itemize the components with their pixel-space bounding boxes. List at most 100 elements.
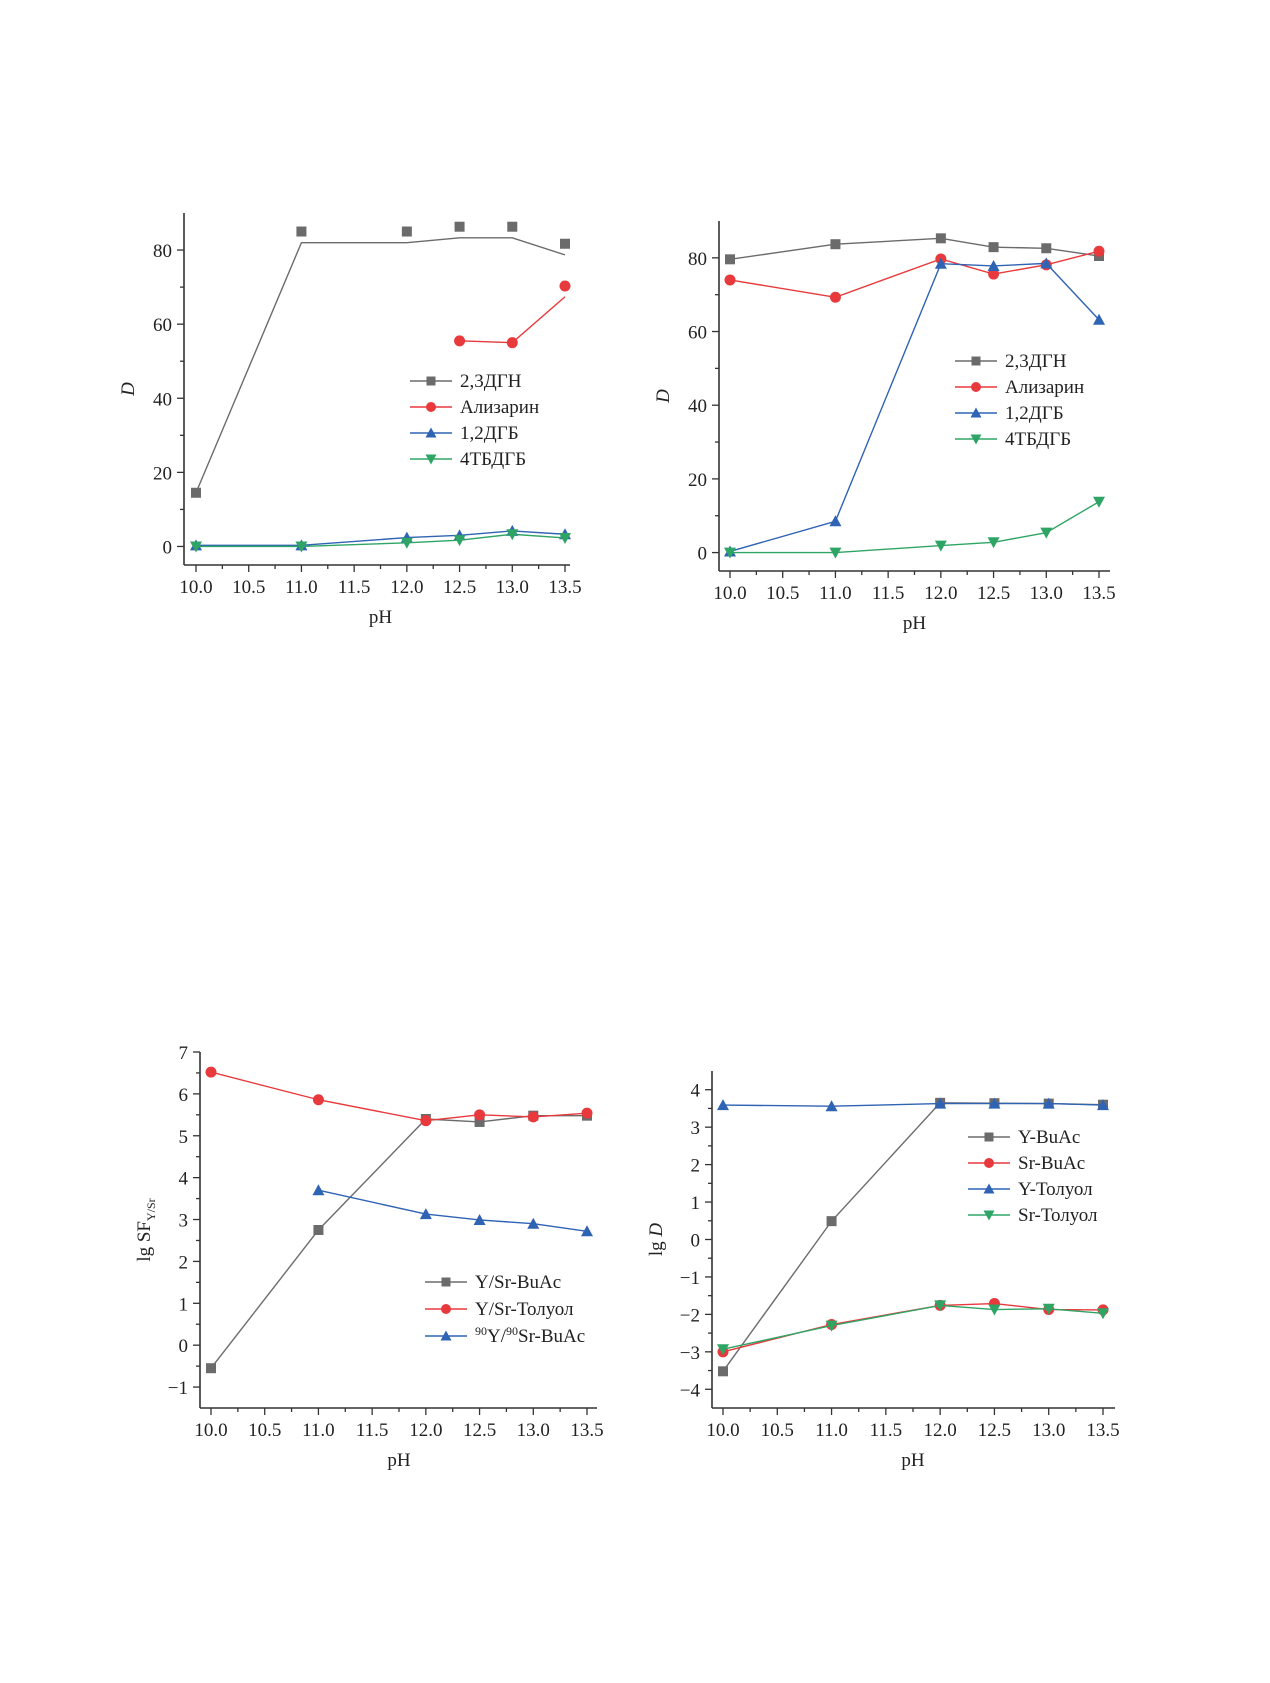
data-point [725, 254, 735, 265]
data-point [1093, 245, 1105, 257]
x-tick-label: 10.5 [766, 583, 799, 604]
data-point [829, 515, 842, 527]
x-tick-label: 11.0 [302, 1420, 335, 1441]
y-tick-label: −1 [168, 1378, 188, 1399]
x-tick-label: 13.0 [496, 577, 529, 598]
x-tick-label: 13.5 [570, 1420, 603, 1441]
data-point [506, 337, 518, 349]
data-point [988, 1304, 1001, 1316]
series-line [729, 250, 1100, 298]
data-point [206, 1363, 216, 1374]
x-tick-label: 13.5 [1086, 1420, 1119, 1441]
data-point [935, 233, 946, 244]
data-point [559, 280, 571, 292]
legend-entry: Y/Sr-BuAc [425, 1272, 561, 1293]
data-point [1041, 243, 1052, 254]
y-tick-label: 20 [153, 463, 172, 484]
series-2 [717, 1097, 1109, 1112]
legend-label: Ализарин [1005, 377, 1084, 398]
data-point [825, 1320, 838, 1332]
x-tick-label: 13.5 [1082, 583, 1115, 604]
legend-label: Y-Толуол [1018, 1179, 1093, 1200]
x-axis-title: pH [369, 607, 393, 628]
data-point [1093, 496, 1105, 508]
data-point [825, 1100, 838, 1112]
y-tick-label: 80 [153, 241, 172, 262]
data-point [717, 1344, 729, 1356]
y-axis-title: D [118, 382, 139, 397]
x-tick-label: 12.5 [443, 577, 476, 598]
legend-entry: Ализарин [955, 377, 1084, 398]
series-line [730, 501, 1100, 554]
x-tick-label: 10.5 [232, 577, 265, 598]
x-tick-label: 11.0 [819, 583, 852, 604]
x-tick-label: 10.5 [761, 1420, 794, 1441]
x-tick-label: 12.0 [390, 577, 423, 598]
data-point [934, 257, 947, 269]
y-tick-label: 40 [688, 396, 707, 417]
legend-marker [971, 382, 981, 392]
legend-label: Ализарин [460, 397, 539, 418]
legend-marker [970, 407, 982, 418]
data-point [507, 221, 518, 232]
data-point [527, 1217, 540, 1229]
data-point [295, 541, 308, 553]
y-tick-label: −4 [680, 1380, 701, 1401]
data-point [1040, 527, 1053, 539]
legend-label: 1,2ДГБ [1005, 403, 1064, 424]
legend-marker [970, 434, 982, 445]
legend-entry: 1,2ДГБ [955, 403, 1064, 424]
series-2 [312, 1184, 593, 1237]
x-tick-label: 10.0 [179, 577, 212, 598]
x-tick-label: 12.0 [409, 1420, 442, 1441]
data-point [934, 1097, 947, 1109]
data-point [1042, 1303, 1055, 1315]
legend-label: 2,3ДГН [1005, 351, 1067, 372]
legend-marker [440, 1330, 452, 1341]
legend-label: 4ТБДГБ [460, 449, 526, 470]
data-point [400, 537, 413, 549]
legend-marker [426, 376, 436, 386]
legend-label: Y-BuAc [1018, 1127, 1080, 1148]
x-axis-title: pH [903, 613, 927, 634]
data-point [560, 238, 570, 249]
legend-entry: Y-BuAc [968, 1127, 1080, 1148]
data-point [420, 1115, 432, 1127]
y-tick-label: 2 [179, 1252, 189, 1273]
y-tick-label: 60 [153, 315, 172, 336]
data-point [830, 239, 841, 250]
x-axis-title: pH [901, 1450, 925, 1471]
data-point [205, 1066, 217, 1078]
y-tick-label: 80 [688, 249, 707, 270]
legend-label: Y/Sr-Толуол [475, 1299, 574, 1320]
data-point [829, 547, 842, 559]
data-point [829, 291, 841, 303]
legend-marker [971, 356, 981, 366]
data-point [718, 1366, 728, 1377]
y-tick-label: 0 [179, 1336, 189, 1357]
legend-entry: 2,3ДГН [955, 351, 1067, 372]
x-tick-label: 13.0 [517, 1420, 550, 1441]
y-tick-label: 0 [691, 1231, 701, 1252]
legend-entry: Y/Sr-Толуол [425, 1299, 574, 1320]
data-point [934, 540, 947, 552]
data-point [988, 1097, 1001, 1109]
data-point [724, 547, 736, 559]
series-line [195, 237, 566, 494]
data-point [506, 529, 519, 541]
series-line [196, 530, 566, 547]
x-axis-title: pH [387, 1450, 411, 1471]
y-tick-label: −1 [680, 1268, 700, 1289]
x-tick-label: 10.0 [706, 1420, 739, 1441]
legend-entry: 1,2ДГБ [410, 423, 519, 444]
data-point [581, 1225, 593, 1237]
legend-marker [441, 1277, 451, 1287]
data-point [454, 335, 466, 347]
data-point [1093, 313, 1105, 325]
data-point [313, 1225, 324, 1235]
y-tick-label: 3 [179, 1211, 189, 1232]
x-tick-label: 12.0 [924, 583, 957, 604]
y-tick-label: 40 [153, 389, 172, 410]
legend-entry: 4ТБДГБ [955, 429, 1071, 450]
data-point [312, 1184, 325, 1196]
